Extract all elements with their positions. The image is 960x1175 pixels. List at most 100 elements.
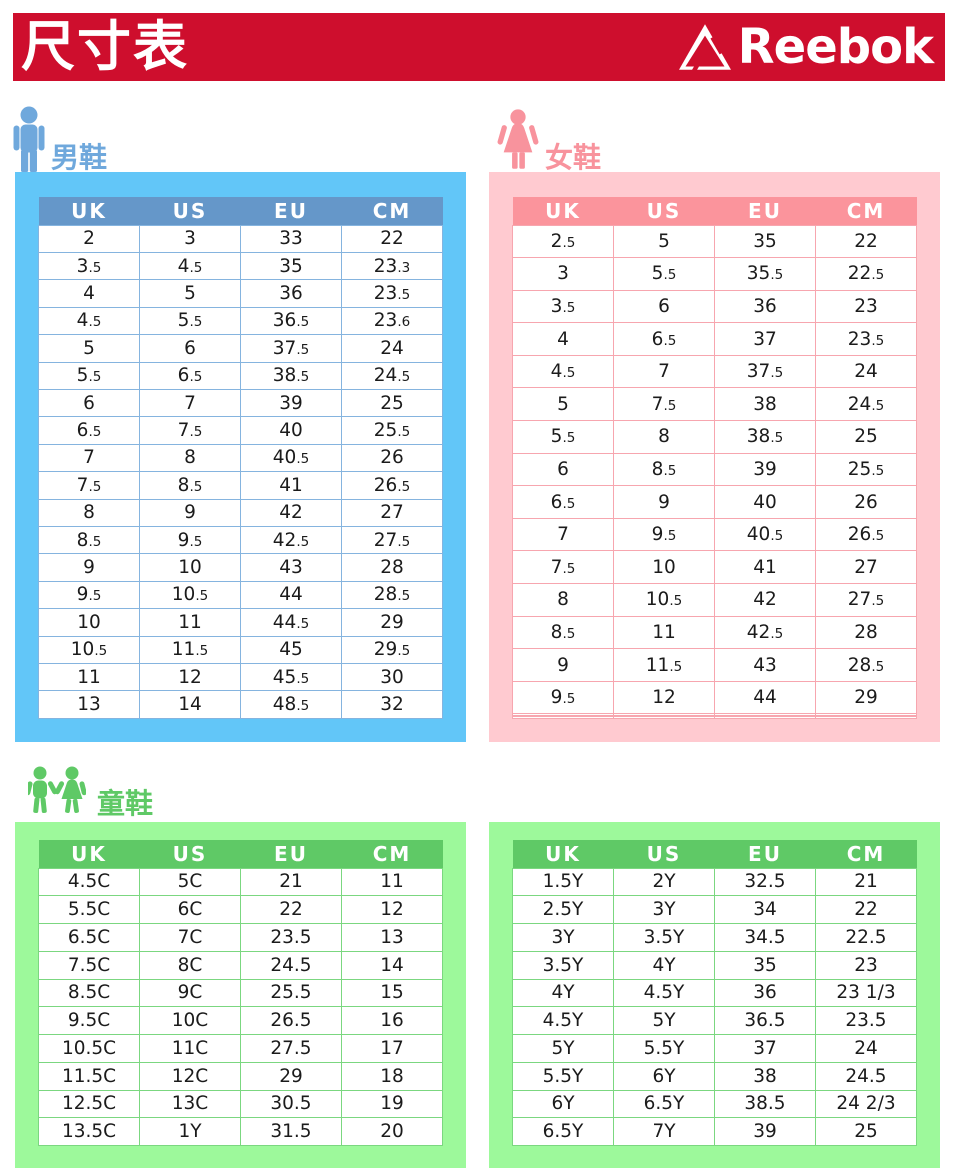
size-cell: 24 (341, 334, 443, 363)
table-row: 3Y 3.5Y 34.5 22.5 (512, 923, 917, 952)
size-cell: 11.5 (613, 648, 715, 682)
size-cell: 4Y (512, 978, 614, 1008)
size-cell: 3Y (512, 923, 614, 952)
table-row: 4 5 36 23.5 (38, 279, 443, 308)
size-cell: 39 (240, 388, 342, 418)
table-row: 8 10.5 42 27.5 (512, 583, 917, 617)
size-cell: 5.5Y (613, 1034, 715, 1063)
size-cell: 13C (139, 1089, 241, 1119)
table-row: 4.5 7 37.5 24 (512, 354, 917, 389)
size-cell: 5.5Y (512, 1061, 614, 1091)
table-row: 7 8 40.5 26 (38, 443, 443, 473)
size-cell: 9 (38, 553, 140, 582)
size-cell: 3.5 (38, 251, 140, 281)
size-cell: 6.5 (38, 416, 140, 445)
size-cell: 33 (240, 224, 342, 253)
kids-right-size-table: UK US EU CM 1.5Y 2Y 32.5 21 2.5Y 3Y 34 22 3Y 3.5Y 34.5… (512, 840, 917, 1146)
size-cell: 6.5 (139, 361, 241, 390)
size-cell: 42 (240, 498, 342, 527)
table-row: 5.5 8 38.5 25 (512, 420, 917, 454)
table-row: 11 12 45.5 30 (38, 662, 443, 692)
column-header: CM (815, 197, 917, 225)
table-row: 2.5 5 35 22 (512, 224, 917, 259)
size-cell: 15 (341, 978, 443, 1008)
size-cell: 23.5 (240, 923, 342, 952)
size-cell: 6Y (613, 1061, 715, 1091)
size-cell: 25 (341, 388, 443, 418)
page-title: 尺寸表 (21, 15, 189, 78)
size-cell: 9.5 (512, 680, 614, 715)
size-cell: 2.5 (512, 224, 614, 259)
size-cell (512, 716, 614, 719)
size-cell: 38 (714, 387, 816, 422)
size-cell: 3 (512, 257, 614, 291)
header-row: UK US EU CM (38, 840, 443, 868)
size-cell: 8.5C (38, 978, 140, 1008)
size-cell: 8 (38, 498, 140, 527)
size-cell: 42.5 (240, 525, 342, 555)
size-cell: 40 (714, 485, 816, 519)
table-row: 6.5 7.5 40 25.5 (38, 416, 443, 445)
size-cell: 3.5 (512, 289, 614, 324)
size-cell: 38 (714, 1061, 816, 1091)
size-cell: 25 (815, 420, 917, 454)
size-cell: 27.5 (240, 1034, 342, 1063)
size-cell: 3 (139, 224, 241, 253)
column-header: UK (512, 840, 614, 868)
women-size-table: UK US EU CM 2.5 5 35 22 3 5.5 35.5 22.5 3.5 6 36 23 4 6.5… (512, 197, 917, 719)
size-cell: 5.5 (512, 420, 614, 454)
size-cell: 34.5 (714, 923, 816, 952)
table-row: 8.5 9.5 42.5 27.5 (38, 525, 443, 555)
table-row: 6.5C 7C 23.5 13 (38, 923, 443, 952)
size-cell: 8.5 (613, 452, 715, 487)
size-cell: 12 (613, 680, 715, 715)
women-section-header: 女鞋 (496, 108, 601, 176)
size-cell: 5.5C (38, 895, 140, 924)
size-cell: 21 (815, 867, 917, 897)
size-cell: 23.5 (341, 279, 443, 308)
size-cell (613, 716, 715, 719)
size-cell: 6.5 (512, 485, 614, 519)
size-cell: 6 (38, 388, 140, 418)
table-row: 5 6 37.5 24 (38, 334, 443, 363)
size-cell: 32 (341, 690, 443, 719)
size-cell: 7.5 (38, 471, 140, 500)
size-cell: 22.5 (815, 923, 917, 952)
size-cell: 4.5Y (613, 978, 715, 1008)
header-row: UK US EU CM (512, 197, 917, 225)
size-cell: 7.5 (139, 416, 241, 445)
column-header: US (613, 197, 715, 225)
table-row: 7.5 10 41 27 (512, 550, 917, 585)
children-icon (25, 766, 87, 824)
size-cell: 43 (714, 648, 816, 682)
woman-icon (496, 108, 540, 176)
table-row: 9 10 43 28 (38, 553, 443, 582)
header-row: UK US EU CM (512, 840, 917, 868)
size-cell: 5Y (613, 1006, 715, 1035)
size-cell: 27 (341, 498, 443, 527)
size-cell: 6 (139, 334, 241, 363)
table-row: 11.5C 12C 29 18 (38, 1061, 443, 1091)
table-row: 4 6.5 37 23.5 (512, 322, 917, 356)
size-cell: 13 (38, 690, 140, 719)
size-cell: 12.5C (38, 1089, 140, 1119)
size-cell: 29 (815, 680, 917, 715)
size-cell: 8 (512, 583, 614, 617)
size-cell: 39 (714, 452, 816, 487)
size-cell: 9.5 (139, 525, 241, 555)
size-cell: 24.5 (815, 387, 917, 422)
table-row: 9.5 12 44 29 (512, 680, 917, 715)
size-cell: 35 (714, 950, 816, 980)
size-cell: 4 (512, 322, 614, 356)
size-cell: 34 (714, 895, 816, 924)
column-header: UK (512, 197, 614, 225)
size-cell: 36 (714, 289, 816, 324)
size-cell (815, 714, 917, 718)
size-cell: 22 (240, 895, 342, 924)
size-cell: 5Y (512, 1034, 614, 1063)
table-row: 3.5 6 36 23 (512, 289, 917, 324)
size-cell: 12C (139, 1061, 241, 1091)
size-cell: 29.5 (341, 635, 443, 665)
size-cell: 18 (341, 1061, 443, 1091)
